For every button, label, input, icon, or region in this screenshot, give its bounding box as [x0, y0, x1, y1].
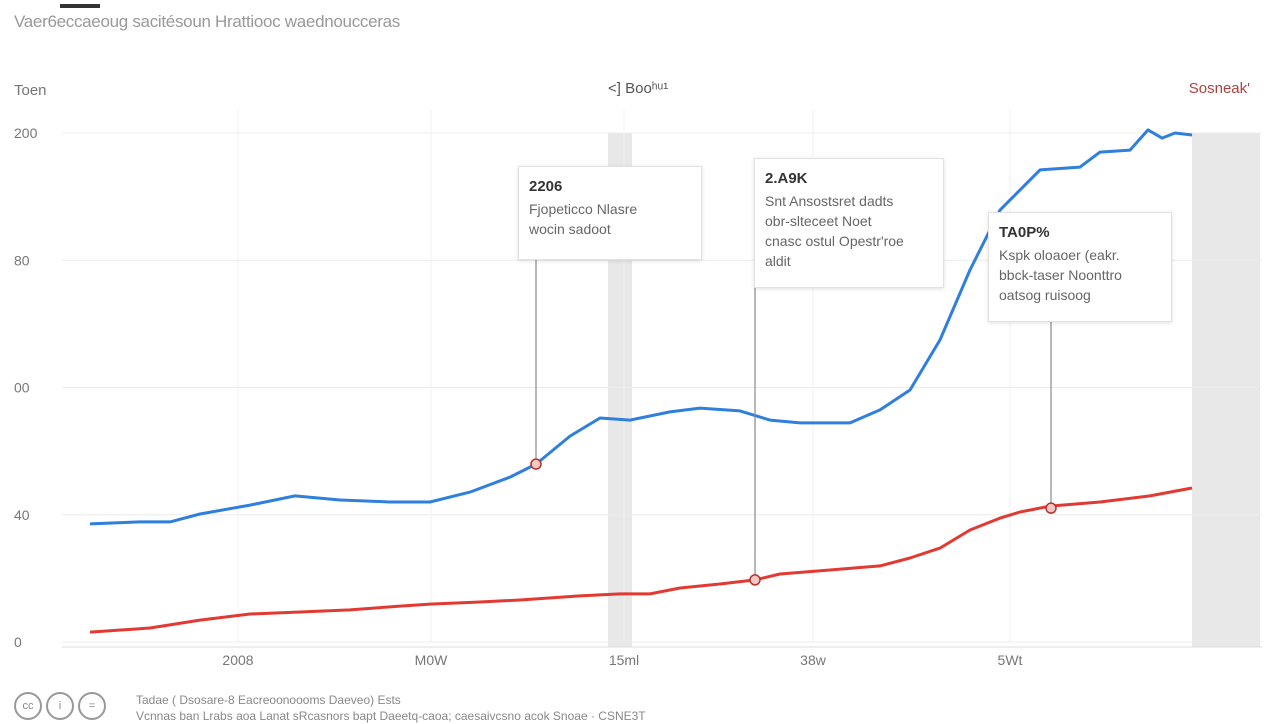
annotation-marker: [749, 574, 761, 586]
legend-right: Sosneak': [1188, 80, 1250, 97]
x-tick-label: 38w: [800, 652, 827, 668]
title-fragment: [60, 0, 100, 8]
cc-icon: cc: [14, 692, 42, 720]
annotation-text: obr-slteceet Noet: [765, 213, 872, 229]
annotation-text: cnasc ostul Opestr'roe: [765, 233, 904, 249]
license-icons: cc i =: [14, 692, 106, 720]
annotation-text: Snt Ansostsret dadts: [765, 193, 894, 209]
footer-line-2: Vcnnas ban Lrabs aoa Lanat sRcasnors bap…: [136, 709, 646, 723]
annotation-heading: 2206: [529, 178, 563, 195]
annotation-heading: TA0P%: [999, 224, 1050, 241]
annotation-marker: [1045, 502, 1057, 514]
annotation-heading: 2.A9K: [765, 170, 808, 187]
x-tick-label: 5Wt: [998, 652, 1023, 668]
annotation-text: Kspk oloaoer (eakr.: [999, 247, 1120, 263]
series-line-1: [89, 486, 1193, 634]
nd-icon: =: [78, 692, 106, 720]
annotation-text: oatsog ruisoog: [999, 287, 1091, 303]
annotation-text: Fjopeticco Nlasre: [529, 201, 638, 217]
annotation-box-2: 2.A9K Snt Ansostsret dadts obr-slteceet …: [754, 158, 944, 288]
y-tick-label: 40: [14, 507, 30, 523]
footer-source: Tadae ( Dsosare-8 Eacreoonoooms Daeveo) …: [136, 692, 646, 724]
legend-center: <] Booʰᵘ¹: [608, 80, 669, 97]
shaded-band: [1192, 133, 1260, 647]
by-icon: i: [46, 692, 74, 720]
annotation-text: bbck-taser Noonttro: [999, 267, 1122, 283]
x-tick-label: 2008: [222, 652, 253, 668]
x-tick-label: 15ml: [609, 652, 639, 668]
annotation-text: wocin sadoot: [529, 221, 611, 237]
annotation-box-1: 2206 Fjopeticco Nlasre wocin sadoot: [518, 166, 702, 260]
series-line-0: [89, 128, 1193, 526]
y-tick-label: 0: [14, 634, 22, 650]
y-axis-label: Toen: [14, 82, 47, 99]
annotation-text: aldit: [765, 253, 791, 269]
y-tick-label: 00: [14, 380, 30, 396]
annotation-box-3: TA0P% Kspk oloaoer (eakr. bbck-taser Noo…: [988, 212, 1172, 322]
chart-subtitle: Vaer6eccaeoug sacitésoun Hrattiooc waedn…: [14, 12, 400, 31]
footer-line-1: Tadae ( Dsosare-8 Eacreoonoooms Daeveo) …: [136, 693, 401, 707]
annotation-marker: [530, 458, 542, 470]
line-chart: 200 80 00 40 0 2008 M0W 15ml 38w 5Wt: [14, 110, 1262, 668]
y-tick-label: 80: [14, 252, 30, 268]
y-tick-label: 200: [14, 125, 38, 141]
x-tick-label: M0W: [415, 652, 448, 668]
